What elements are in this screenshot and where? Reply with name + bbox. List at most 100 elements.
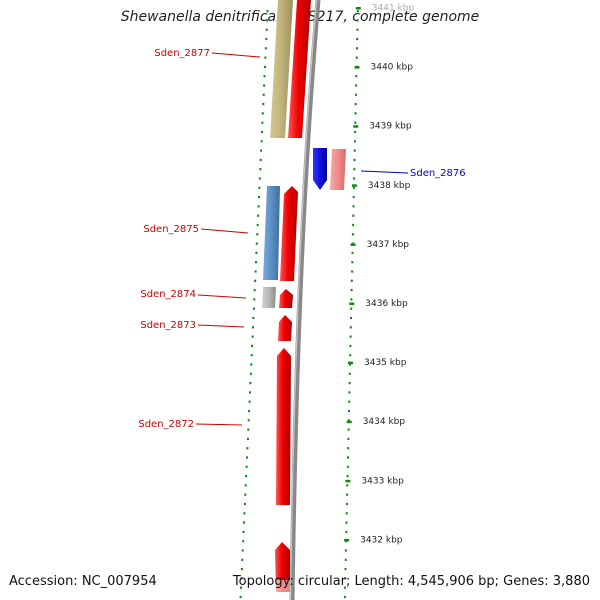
guide-dot-left bbox=[261, 112, 264, 115]
guide-dot-left bbox=[255, 261, 257, 264]
guide-dot-right bbox=[356, 10, 359, 13]
guide-dot-left bbox=[243, 512, 246, 515]
gene-sden-2876-bar[interactable] bbox=[313, 148, 327, 190]
gene-pink-bar[interactable] bbox=[330, 149, 346, 190]
guide-dot-left bbox=[264, 65, 266, 68]
guide-dot-left bbox=[264, 56, 267, 59]
gene-sden-2872-arrow[interactable] bbox=[276, 348, 291, 505]
scale-tick bbox=[345, 479, 351, 483]
genome-backbone-highlight bbox=[289, 0, 318, 600]
guide-dot-left bbox=[243, 521, 245, 524]
label-sden-2877[interactable]: Sden_2877 bbox=[154, 48, 210, 59]
guide-dot-left bbox=[265, 28, 268, 31]
gene-sden-2873-arrow[interactable] bbox=[278, 315, 292, 341]
gene-red-2874-arrow[interactable] bbox=[279, 289, 293, 308]
guide-dot-right bbox=[344, 549, 347, 552]
dotted-guides bbox=[239, 10, 359, 599]
gene-red-bottom-fade bbox=[276, 580, 290, 594]
guide-dot-right bbox=[346, 475, 349, 478]
guide-dot-right bbox=[350, 289, 353, 292]
accession-text: Accession: NC_007954 bbox=[9, 574, 157, 589]
guide-dot-left bbox=[261, 130, 263, 134]
guide-dot-left bbox=[241, 558, 244, 561]
leader-sden-2872 bbox=[195, 423, 243, 426]
label-sden-2873[interactable]: Sden_2873 bbox=[140, 320, 196, 331]
guide-dot-left bbox=[248, 409, 251, 413]
guide-dot-right bbox=[349, 363, 351, 366]
guide-dot-right bbox=[352, 186, 355, 189]
gene-red-top-bar[interactable] bbox=[288, 0, 311, 138]
guide-dot-right bbox=[351, 270, 354, 273]
leader-sden-2877 bbox=[211, 52, 261, 58]
guide-dot-right bbox=[350, 298, 353, 301]
guide-dot-left bbox=[254, 279, 257, 282]
guide-dot-right bbox=[351, 233, 354, 236]
guide-dot-right bbox=[353, 149, 356, 152]
guide-dot-left bbox=[255, 251, 258, 254]
label-sden-2874[interactable]: Sden_2874 bbox=[140, 289, 196, 300]
guide-dot-right bbox=[347, 447, 350, 450]
guide-dot-left bbox=[262, 93, 265, 96]
guide-dot-right bbox=[345, 530, 348, 533]
guide-dot-left bbox=[245, 475, 248, 478]
gene-labels: Sden_2877 Sden_2876 Sden_2875 Sden_2874 … bbox=[138, 48, 465, 430]
guide-dot-right bbox=[345, 502, 348, 506]
guide-dot-right bbox=[356, 28, 359, 31]
guide-dot-left bbox=[246, 447, 249, 450]
gene-features bbox=[262, 0, 346, 594]
scale-tick bbox=[344, 538, 350, 542]
scale-tick-label: 3440 kbp bbox=[371, 63, 414, 73]
guide-dot-right bbox=[355, 84, 358, 87]
guide-dot-right bbox=[352, 196, 355, 199]
guide-dot-left bbox=[244, 493, 247, 496]
guide-dot-right bbox=[346, 493, 349, 496]
guide-dot-left bbox=[253, 298, 256, 301]
label-sden-2872[interactable]: Sden_2872 bbox=[138, 419, 194, 430]
guide-dot-left bbox=[245, 465, 248, 468]
guide-dot-right bbox=[351, 261, 354, 264]
guide-dot-right bbox=[350, 307, 353, 310]
scale-tick bbox=[348, 361, 353, 365]
label-sden-2875[interactable]: Sden_2875 bbox=[143, 224, 199, 235]
guide-dot-right bbox=[344, 586, 347, 589]
guide-dot-left bbox=[255, 242, 258, 245]
guide-dot-right bbox=[352, 223, 355, 227]
guide-dot-left bbox=[264, 47, 267, 50]
leader-sden-2875 bbox=[200, 228, 249, 234]
gene-red-2875-arrow[interactable] bbox=[280, 186, 298, 281]
guide-dot-left bbox=[240, 577, 243, 580]
guide-dot-right bbox=[355, 56, 358, 59]
guide-dot-left bbox=[242, 540, 245, 543]
guide-dot-left bbox=[262, 103, 265, 106]
scale-tick bbox=[353, 125, 359, 128]
guide-dot-left bbox=[266, 10, 269, 13]
guide-dot-left bbox=[252, 316, 255, 320]
guide-dot-left bbox=[260, 140, 263, 143]
scale-tick bbox=[346, 420, 352, 424]
guide-dot-left bbox=[242, 530, 245, 533]
label-sden-2876[interactable]: Sden_2876 bbox=[410, 168, 466, 179]
guide-dot-left bbox=[263, 84, 266, 87]
guide-dot-left bbox=[244, 484, 247, 487]
guide-dot-right bbox=[346, 465, 349, 468]
leader-sden-2873 bbox=[197, 324, 245, 328]
guide-dot-right bbox=[353, 140, 356, 143]
scale-tick bbox=[350, 243, 356, 246]
guide-dot-right bbox=[348, 409, 350, 413]
guide-dot-right bbox=[350, 316, 352, 320]
gene-sden-2877-bar[interactable] bbox=[270, 0, 293, 138]
gene-sden-2875-bar[interactable] bbox=[263, 186, 280, 280]
guide-dot-right bbox=[347, 437, 350, 440]
guide-dot-left bbox=[257, 205, 260, 208]
guide-dot-right bbox=[348, 382, 351, 385]
guide-dot-left bbox=[240, 586, 242, 589]
guide-dot-right bbox=[354, 121, 357, 124]
guide-dot-left bbox=[246, 456, 248, 459]
scale-tick bbox=[355, 7, 361, 10]
guide-dot-right bbox=[348, 400, 351, 403]
gene-red-bottom-arrow[interactable] bbox=[275, 542, 290, 592]
genome-summary-text: Topology: circular; Length: 4,545,906 bp… bbox=[232, 574, 590, 589]
gene-sden-2874-bar[interactable] bbox=[262, 287, 276, 308]
guide-dot-left bbox=[256, 223, 259, 227]
